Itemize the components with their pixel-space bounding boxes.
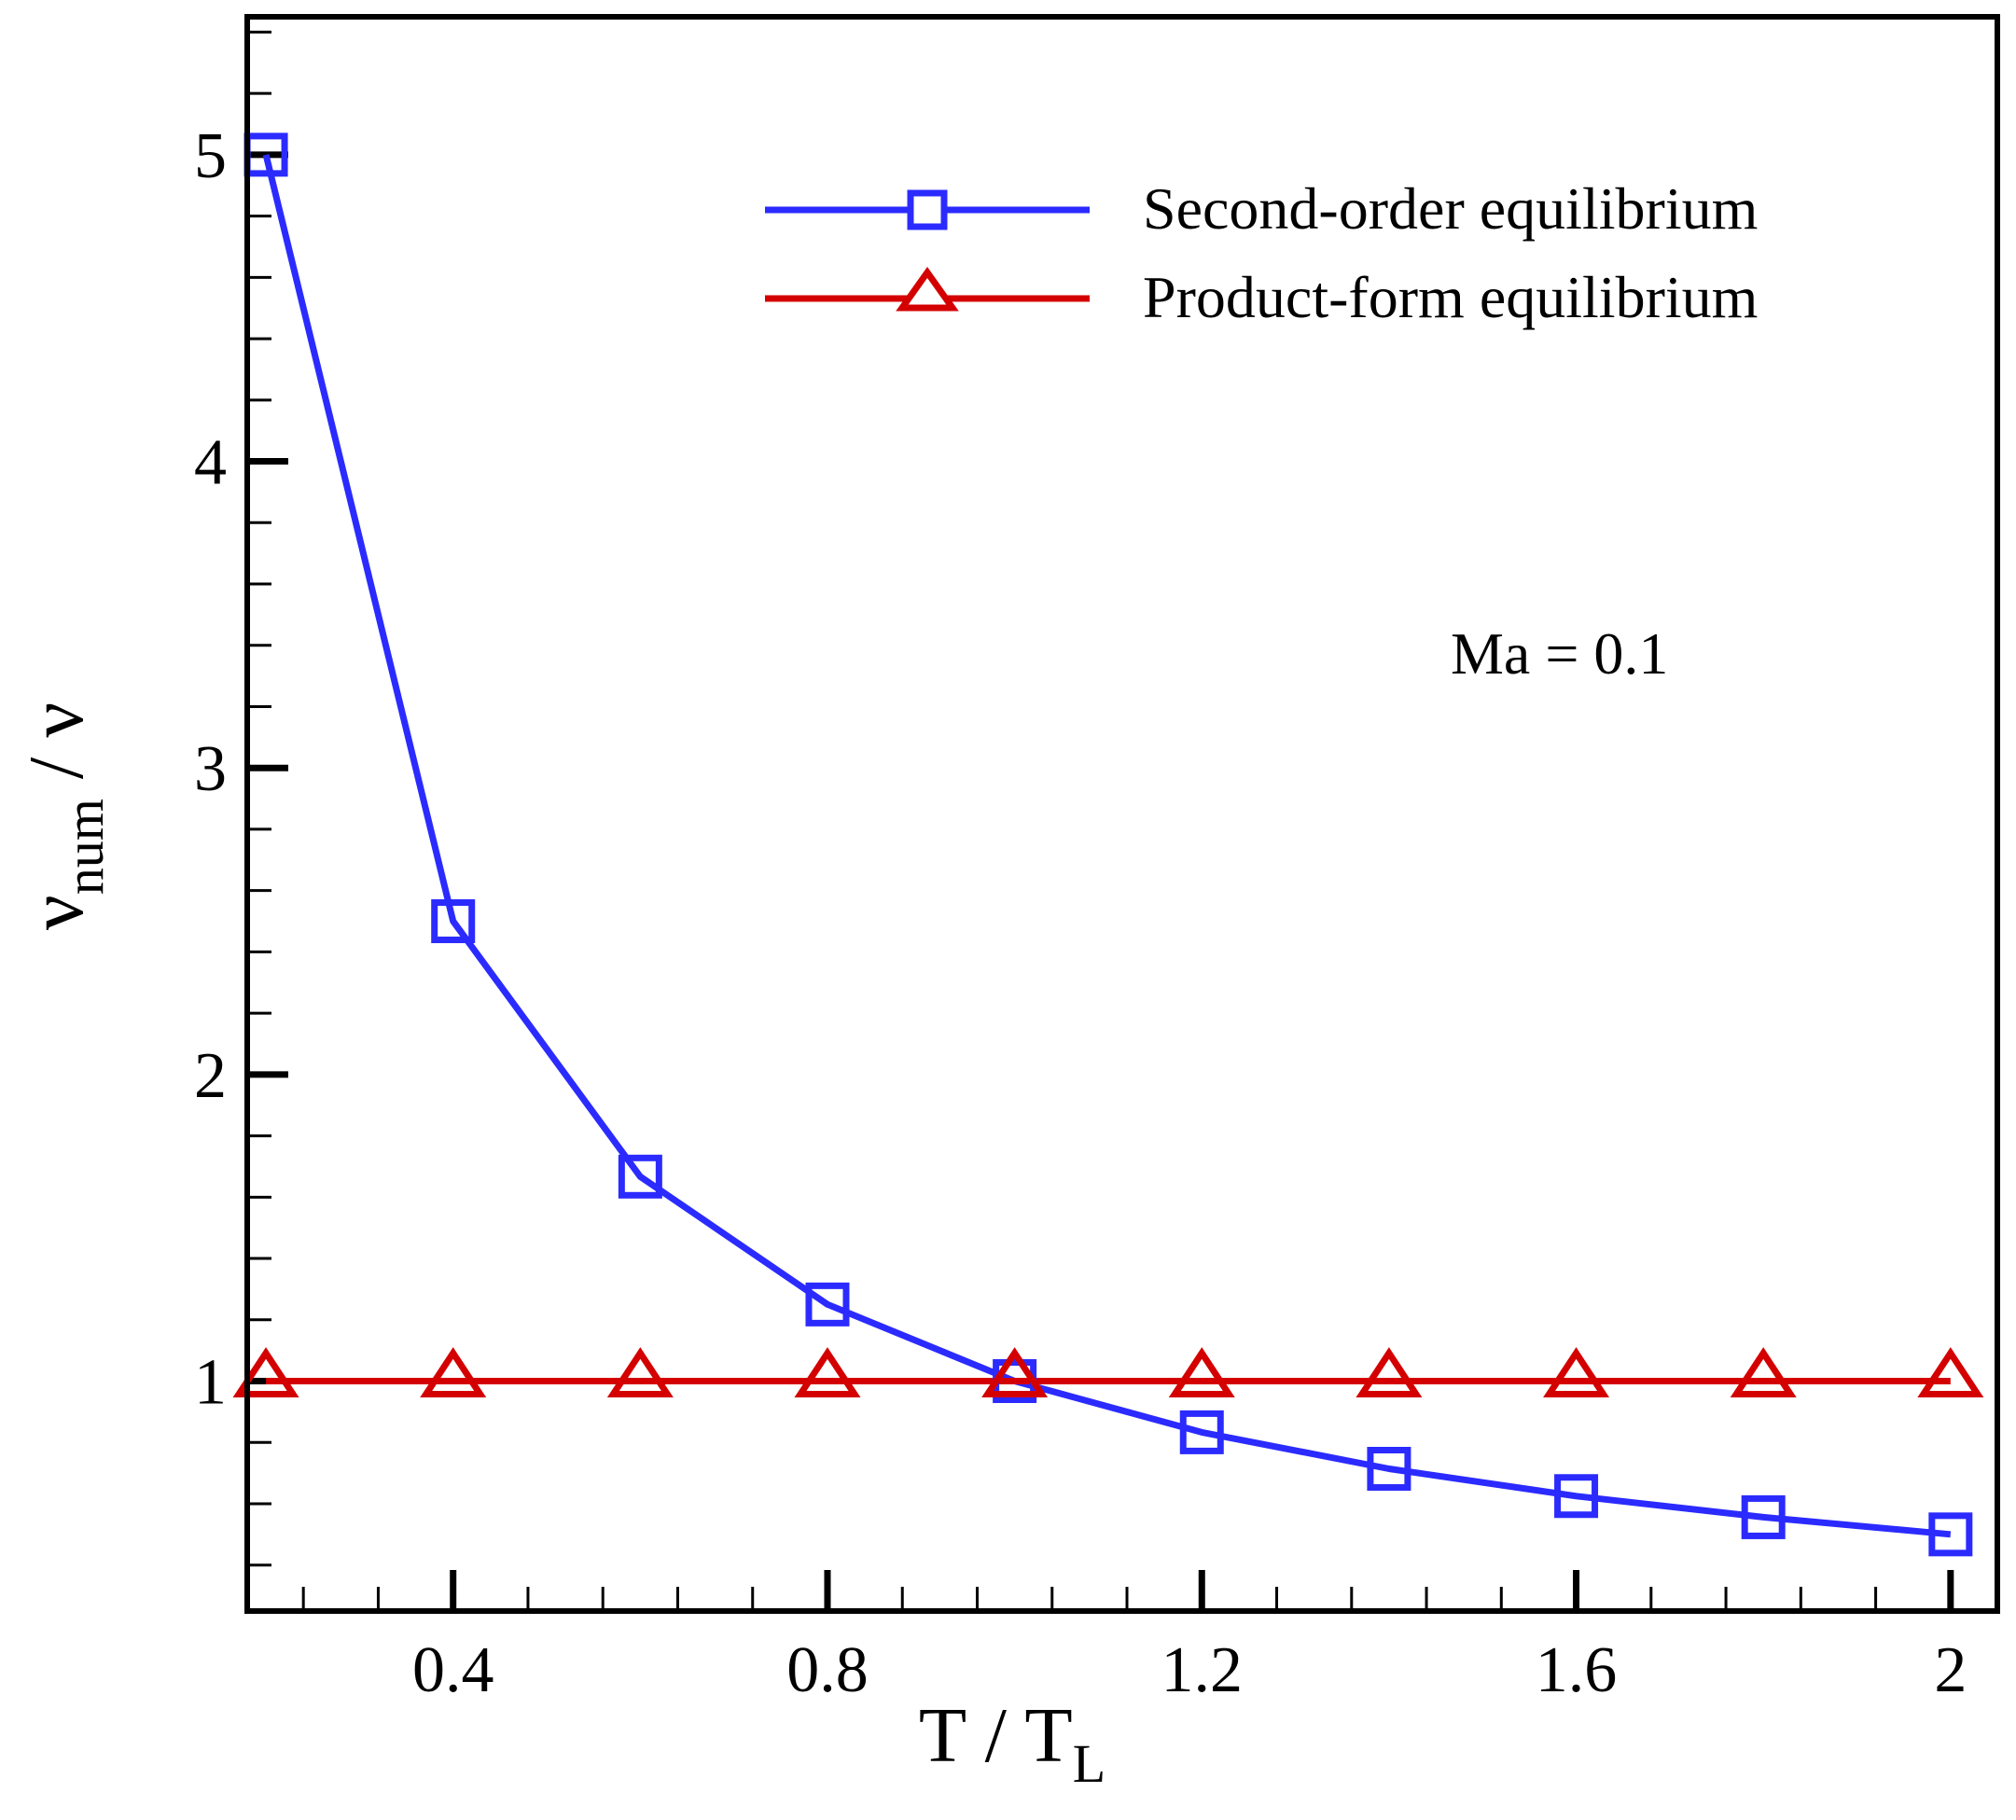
data-point-triangle [1543, 1347, 1610, 1398]
data-point-triangle [606, 1347, 674, 1398]
data-point-square [805, 1282, 850, 1327]
y-axis-title-subscript: num [54, 799, 115, 895]
y-axis-title: νnum / ν [13, 702, 115, 930]
series-line-second-order [262, 154, 1952, 1538]
data-point-triangle [1168, 1347, 1235, 1398]
y-tick-label: 3 [194, 733, 227, 805]
data-point-triangle [232, 1347, 299, 1398]
x-tick-label: 0.8 [786, 1634, 869, 1706]
x-tick-labels: 0.4 0.8 1.2 1.6 2 [412, 1634, 1967, 1706]
major-ticks [247, 151, 1954, 1611]
x-axis-title-main: T / T [919, 1692, 1073, 1779]
data-point-square [618, 1154, 662, 1199]
x-tick-label: 2 [1934, 1634, 1967, 1706]
plot-frame [244, 14, 2000, 1614]
y-tick-label: 1 [194, 1347, 227, 1419]
x-tick-label: 0.4 [412, 1634, 494, 1706]
data-point-square [1179, 1410, 1224, 1454]
data-point-square [431, 899, 476, 944]
data-point-triangle [420, 1347, 487, 1398]
data-point-square [1367, 1447, 1411, 1492]
data-point-square [1741, 1494, 1786, 1539]
y-tick-label: 4 [194, 427, 227, 499]
y-axis-title-main: ν [13, 895, 100, 930]
data-point-triangle [981, 1347, 1049, 1398]
data-point-triangle [1917, 1347, 1984, 1398]
legend: Second-order equilibrium Product-form eq… [765, 175, 1758, 330]
y-tick-labels: 1 2 3 4 5 [194, 120, 227, 1419]
y-tick-label: 5 [194, 120, 227, 192]
data-point-square [1554, 1474, 1599, 1519]
legend-marker-square [907, 189, 948, 230]
x-axis-title-subscript: L [1073, 1733, 1105, 1794]
y-axis-title-suffix: / ν [13, 702, 100, 799]
data-point-square [1928, 1512, 1973, 1557]
x-tick-label: 1.2 [1161, 1634, 1244, 1706]
annotation-mach-number: Ma = 0.1 [1451, 620, 1668, 687]
y-tick-label: 2 [194, 1040, 227, 1112]
legend-label-second-order: Second-order equilibrium [1143, 175, 1758, 242]
x-axis-title: T / TL [919, 1692, 1105, 1794]
legend-marker-triangle [896, 266, 959, 312]
data-point-triangle [794, 1347, 861, 1398]
x-tick-label: 1.6 [1536, 1634, 1618, 1706]
data-point-triangle [1356, 1347, 1423, 1398]
series-markers [232, 132, 1984, 1557]
series-lines [262, 154, 1952, 1538]
data-point-triangle [1730, 1347, 1797, 1398]
legend-label-product-form: Product-form equilibrium [1143, 264, 1758, 330]
